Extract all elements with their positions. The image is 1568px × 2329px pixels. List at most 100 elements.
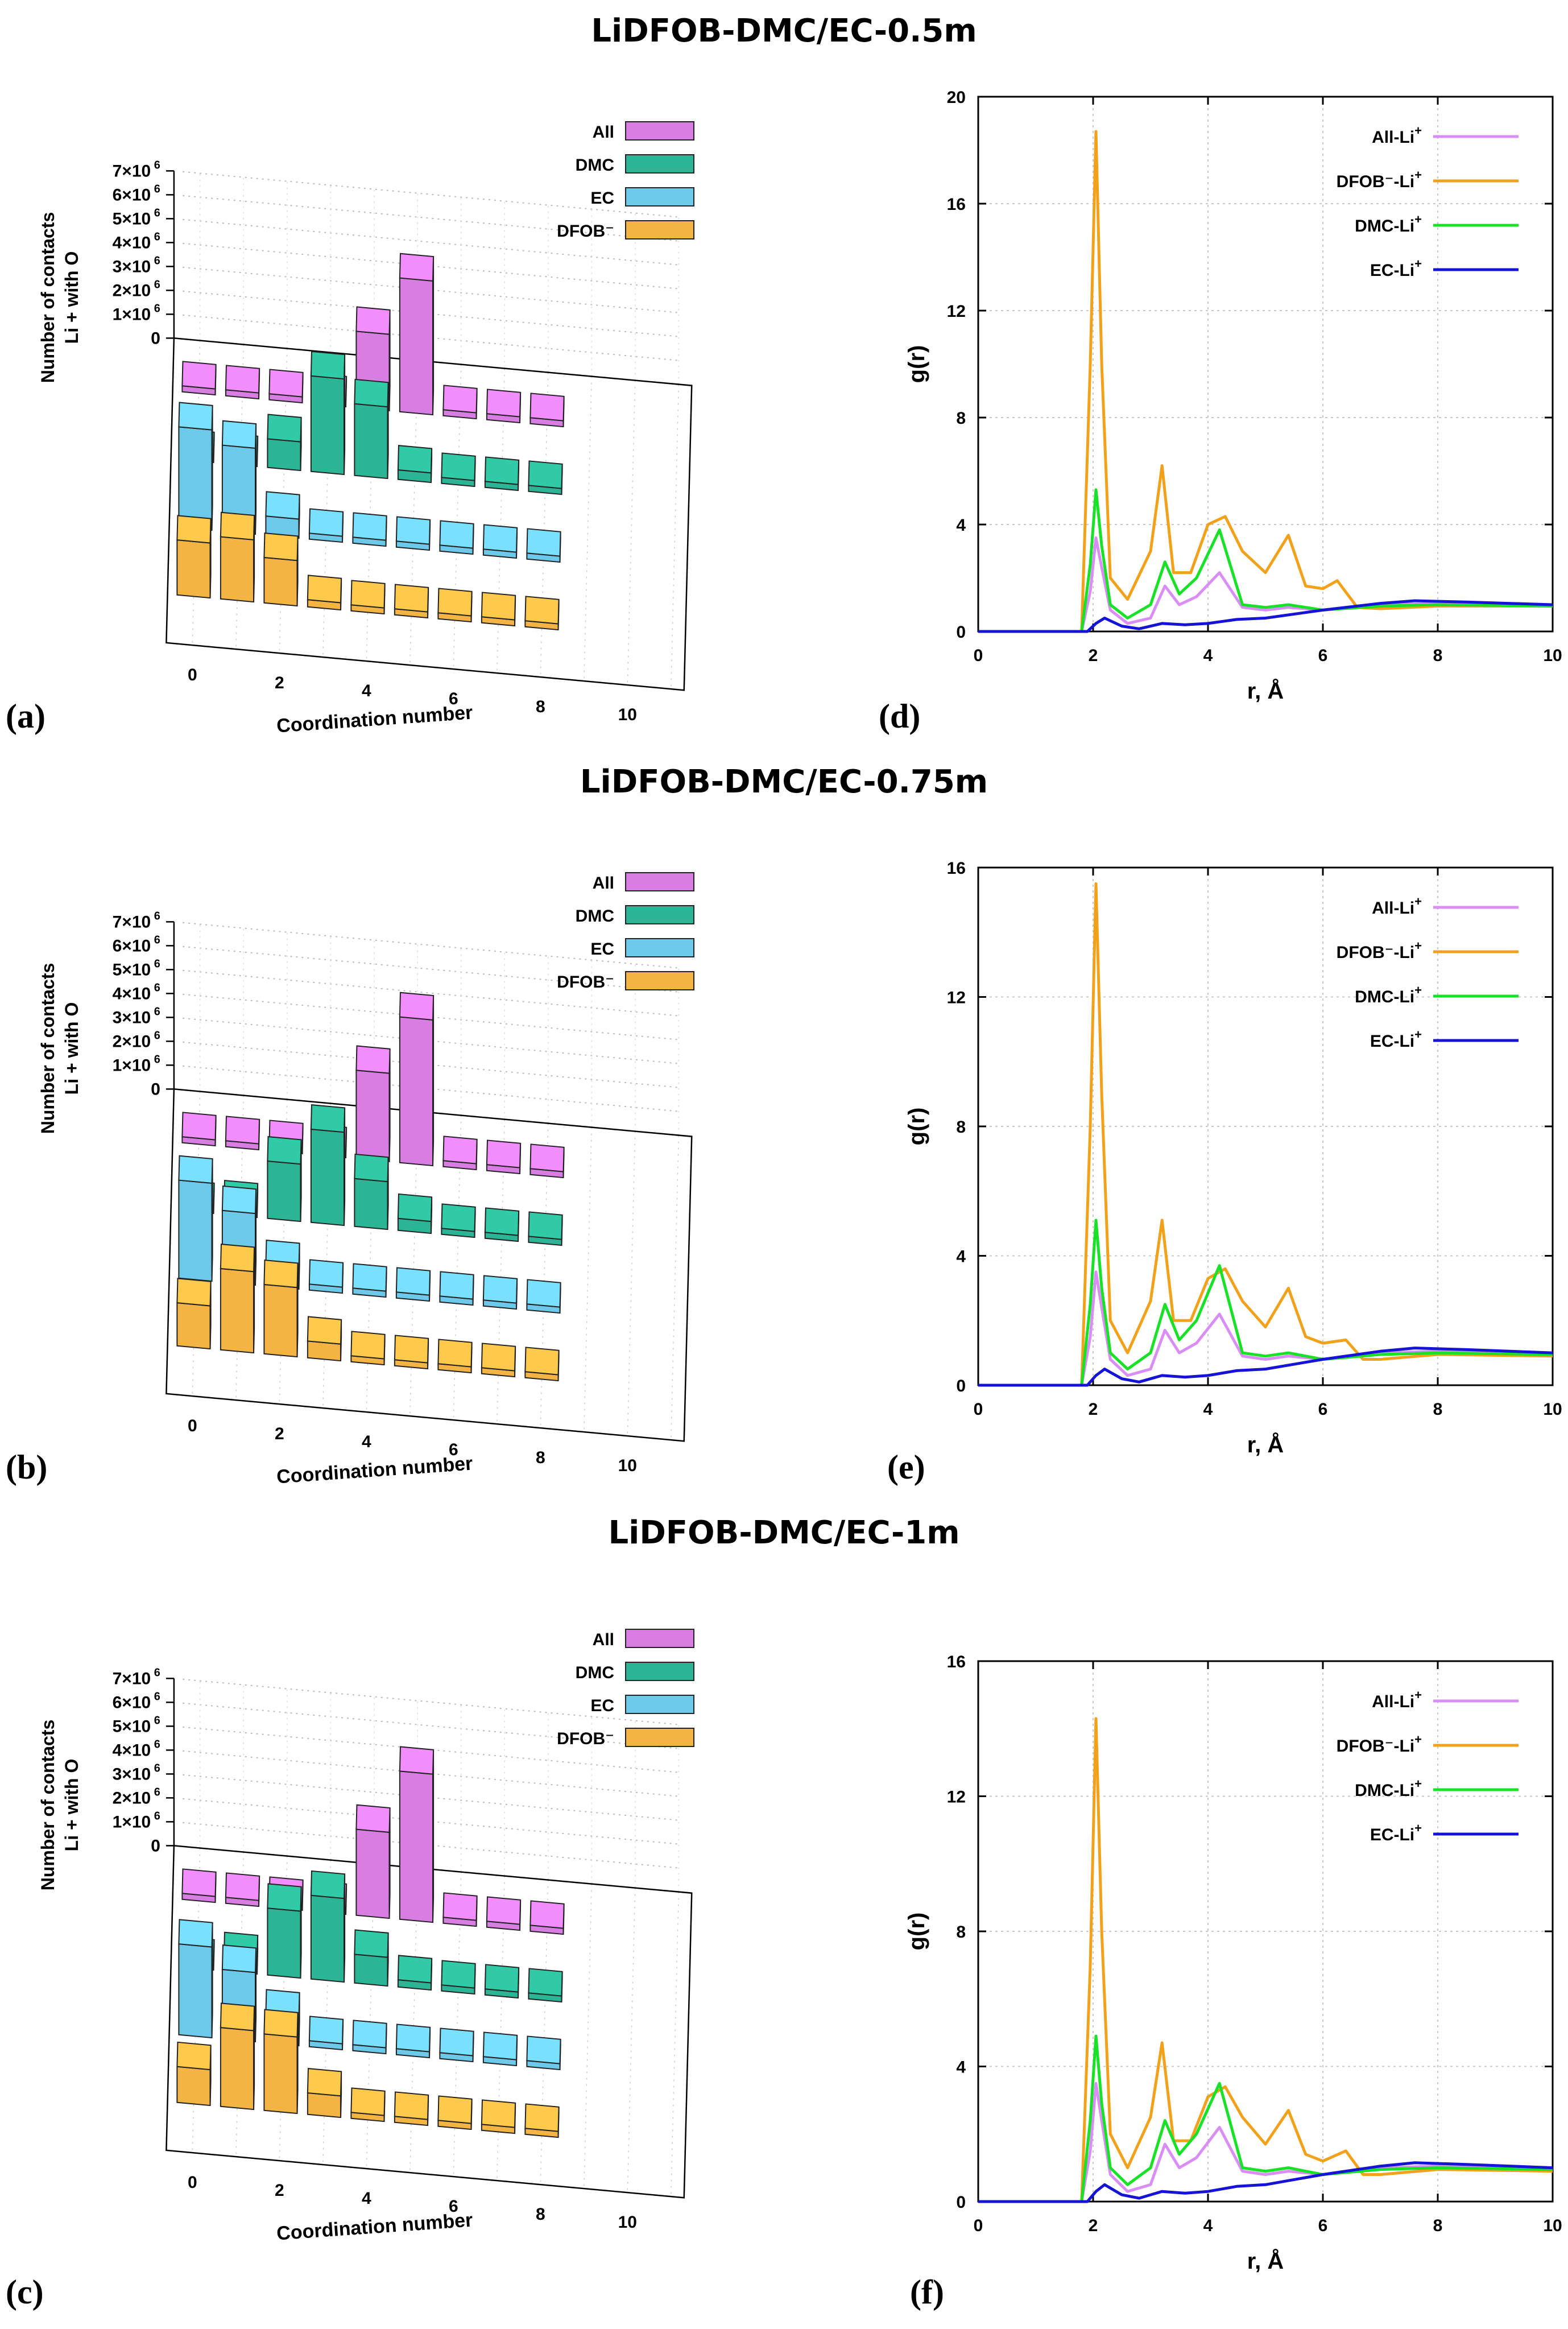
z-tick-label: 3×10 6 (113, 254, 160, 276)
x-tick-label: 2 (1089, 646, 1098, 665)
bar-top (439, 520, 474, 549)
panel-label-e: (e) (887, 1448, 925, 1486)
z-tick-label: 3×10 6 (113, 1005, 160, 1027)
y-tick-label: 0 (956, 1377, 966, 1395)
floor-grid-line (584, 376, 593, 682)
bar-All-5 (399, 1746, 435, 1923)
x-tick-label: 8 (1433, 1400, 1443, 1419)
bar-top (481, 592, 516, 621)
floor-grid-line (584, 1127, 593, 1432)
bar-EC-8 (526, 528, 561, 563)
bar-top (221, 1185, 257, 1215)
x-tick-label: 0 (188, 1417, 197, 1435)
floor-outline (166, 337, 693, 691)
rdf-chart-d: 0 2 4 6 8 10 0 4 8 12 16 20 r, Å g(r) All-Li+ DFOB⁻-Li+… (904, 88, 1562, 704)
bar-top (350, 2087, 386, 2116)
legend-swatch-2 (625, 1695, 694, 1714)
legend-swatch-3 (625, 220, 694, 239)
bar-top (442, 385, 478, 414)
x-tick-label: 2 (275, 2181, 284, 2200)
bar-front (176, 539, 211, 599)
bar-DFOB-1 (220, 511, 255, 603)
legend-label-1: DFOB⁻-Li+ (1337, 168, 1422, 191)
bar-top (528, 1211, 563, 1240)
bar-EC-4 (352, 2020, 387, 2055)
bar-top (263, 532, 299, 561)
bar-DFOB-8 (524, 1347, 560, 1382)
bar-top (439, 1271, 474, 1300)
bar-DMC-3 (310, 350, 346, 476)
bar-top (181, 361, 217, 390)
bar-DMC-6 (441, 452, 476, 488)
bar-DFOB-7 (481, 1343, 516, 1378)
legend-label-1: DFOB⁻-Li+ (1337, 939, 1422, 962)
bar-DFOB-6 (437, 1339, 473, 1374)
bar-top (484, 1964, 520, 1993)
bar-top (437, 2095, 473, 2124)
bar-DMC-2 (267, 1136, 302, 1223)
z-tick-label: 5×10 6 (113, 957, 160, 979)
legend-label-0: All (593, 1630, 614, 1649)
bar-DMC-5 (397, 445, 433, 484)
floor-outline (166, 1845, 693, 2199)
legend-swatch-0 (625, 121, 694, 141)
x-tick-label: 6 (1318, 1400, 1328, 1419)
bar-top (354, 1929, 389, 1958)
bar-EC-7 (482, 2031, 518, 2067)
legend-swatch-0 (625, 872, 694, 891)
y-tick-label: 8 (956, 1118, 966, 1137)
bar-top (481, 2099, 516, 2128)
bar-top (267, 414, 302, 443)
bar-top (263, 2009, 299, 2038)
bar-DMC-8 (528, 1968, 563, 2003)
bar-All-1 (225, 1872, 260, 1907)
bar-DFOB-5 (394, 584, 429, 619)
bar-front (220, 536, 255, 603)
bar-DFOB-5 (394, 1335, 429, 1370)
bar-All-8 (529, 1900, 565, 1935)
bar-DFOB-3 (307, 575, 342, 611)
x-tick-label: 4 (362, 2189, 371, 2208)
y-tick-label: 16 (947, 859, 966, 878)
bar-DFOB-3 (307, 2068, 342, 2119)
bar-DMC-7 (484, 1964, 520, 1999)
bar-front (267, 438, 301, 472)
y-tick-label: 8 (956, 409, 966, 428)
z-axis-label-line1: Number of contacts (38, 963, 58, 1134)
bar3d-chart-b: 0 1×10 62×10 63×10 64×10 65×10 66×10 6 7×1… (38, 872, 694, 1488)
bar-top (310, 350, 346, 380)
bar-top (178, 1919, 213, 1948)
bar-top (441, 1203, 476, 1232)
bar-top (528, 460, 563, 489)
x-tick-label: 6 (1318, 646, 1328, 665)
bar-top (441, 1960, 476, 1989)
bar-DMC-4 (354, 378, 389, 480)
bar-front (355, 1828, 390, 1919)
bar-top (307, 2068, 342, 2097)
bar-front (263, 2033, 298, 2115)
bar-DMC-8 (528, 460, 563, 495)
z-tick-label: 0 (151, 1080, 160, 1099)
x-axis-label: r, Å (1247, 2248, 1284, 2274)
z-tick-label: 6×10 6 (113, 1690, 160, 1712)
bar-top (482, 2031, 518, 2060)
bar-front (267, 1907, 301, 1979)
bar-DFOB-0 (176, 2041, 212, 2107)
bar-DMC-5 (397, 1193, 433, 1234)
bar-top (267, 1136, 302, 1165)
panel-label-d: (d) (879, 697, 921, 735)
bar-top (437, 588, 473, 617)
z-axis-label-line1: Number of contacts (38, 1720, 58, 1890)
y-tick-label: 12 (947, 1788, 966, 1807)
bar-top (482, 1275, 518, 1304)
bar-EC-6 (439, 1271, 474, 1306)
bar-top (395, 1267, 431, 1296)
z-tick-label: 1×10 6 (113, 1810, 160, 1831)
legend-swatch-1 (625, 1662, 694, 1681)
bar-top (310, 1104, 346, 1133)
bar-DFOB-8 (524, 2103, 560, 2138)
bar-top (307, 1316, 342, 1345)
x-tick-label: 10 (1543, 2216, 1562, 2235)
bar-All-7 (486, 1896, 522, 1931)
bar-DMC-2 (267, 1883, 302, 1979)
